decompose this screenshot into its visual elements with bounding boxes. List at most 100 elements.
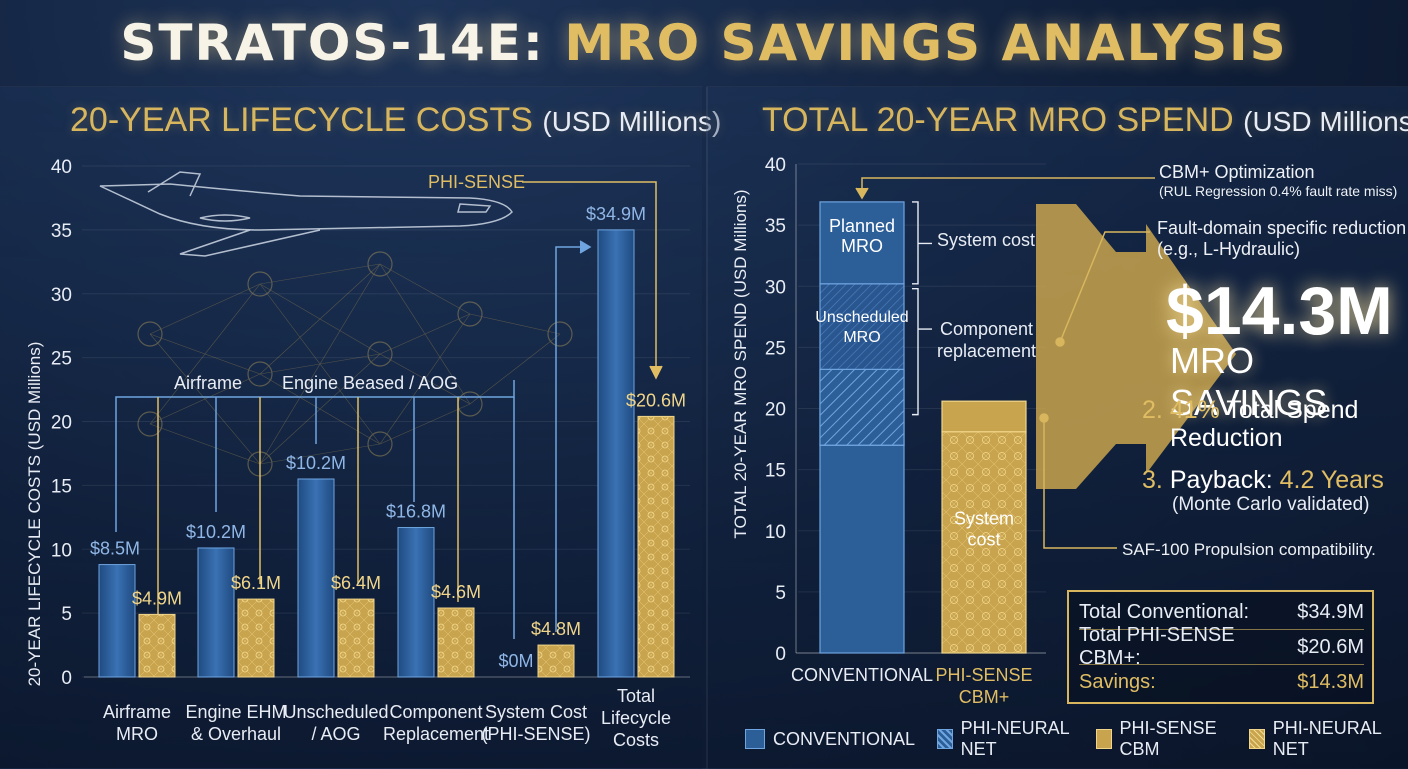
- stat2-number: 2.: [1142, 396, 1163, 424]
- stat2-text2: Reduction: [1170, 424, 1283, 452]
- bar-segment-phi-sense: [941, 431, 1027, 654]
- bar-label-conventional: $34.9M: [586, 204, 646, 224]
- bar-label-conventional: $16.8M: [386, 502, 446, 522]
- jet-icon: [99, 171, 513, 257]
- legend-item-conventional: CONVENTIONAL: [745, 729, 915, 750]
- totals-row-value: $20.6M: [1297, 635, 1364, 658]
- network-edge: [259, 263, 381, 375]
- y-tick-label: 30: [51, 285, 72, 306]
- bar-label-phi-sense: $4.9M: [132, 588, 182, 608]
- savings-label: MRO SAVINGS: [1170, 340, 1328, 423]
- system-cost-annotation: System cost: [937, 230, 1035, 250]
- bar-phi-sense: [637, 415, 675, 678]
- cbm-annotation-line1: CBM+ Optimization: [1159, 162, 1315, 182]
- network-edge: [259, 263, 381, 465]
- phi-sense-annotation: PHI-SENSE: [428, 172, 525, 192]
- segment-label: Planned: [829, 216, 895, 236]
- y-tick-label: 5: [775, 583, 786, 604]
- bar-label-phi-sense: $20.6M: [626, 390, 686, 410]
- legend-swatch: [937, 729, 953, 749]
- stat3-highlight: 4.2 Years: [1279, 466, 1384, 494]
- bar-segment-conventional: [819, 201, 905, 285]
- legend-swatch: [1249, 729, 1265, 749]
- y-tick-label: 10: [51, 540, 72, 561]
- engine-annotation: Engine Beased / AOG: [282, 373, 458, 393]
- network-node: [247, 271, 273, 297]
- legend-swatch: [745, 729, 765, 749]
- bar-segment-hatch: [819, 368, 905, 446]
- legend-label: PHI-SENSE CBM: [1119, 718, 1217, 759]
- stat-spend-reduction: 2. 41% Total Spend Reduction: [1142, 396, 1358, 452]
- mro-spend-chart: 0 5 10 15 20 25 30 35 40 TOTAL 20-YEAR MRO SPEND…: [731, 155, 1236, 707]
- totals-row-label: Total Conventional:: [1079, 600, 1250, 623]
- arrowhead: [579, 240, 592, 254]
- totals-row-value: $14.3M: [1297, 670, 1364, 693]
- totals-table: Total Conventional: $34.9M Total PHI-SEN…: [1067, 590, 1374, 704]
- connector-line: [555, 246, 586, 632]
- network-node: [457, 301, 483, 327]
- network-edge: [379, 353, 471, 405]
- right-title-unit: (USD Millions): [1243, 106, 1408, 137]
- category-label: / AOG: [311, 724, 360, 744]
- y-tick-label: 0: [775, 644, 786, 665]
- network-edge: [149, 373, 261, 425]
- bar-conventional: [397, 527, 435, 678]
- bar-phi-sense: [138, 613, 176, 678]
- network-edge: [379, 313, 471, 445]
- category-label: Engine EHM: [185, 702, 286, 722]
- y-tick-label: 25: [765, 338, 786, 359]
- category-label: PHI-SENSE: [935, 665, 1032, 685]
- y-tick-label: 10: [765, 522, 786, 543]
- network-edge: [379, 263, 471, 405]
- cbm-annotation: CBM+ Optimization (RUL Regression 0.4% f…: [1159, 163, 1397, 201]
- y-tick-label: 25: [51, 349, 72, 370]
- bracket-component: [912, 287, 932, 416]
- component-annotation-line2: replacement: [937, 341, 1036, 361]
- network-edge: [149, 333, 261, 465]
- segment-label: Unscheduled: [815, 309, 908, 326]
- category-label: Component: [389, 702, 482, 722]
- bar-phi-sense: [237, 598, 275, 678]
- category-label: System Cost: [485, 702, 587, 722]
- network-node: [137, 411, 163, 437]
- category-label: Lifecycle: [601, 708, 671, 728]
- left-gridlines: [82, 165, 690, 678]
- component-annotation-line1: Component: [940, 319, 1033, 339]
- network-edge: [469, 333, 561, 405]
- network-edge: [379, 403, 471, 445]
- cbm-annotation-line2: (RUL Regression 0.4% fault rate miss): [1159, 183, 1398, 199]
- airframe-annotation: Airframe: [174, 373, 242, 393]
- left-title-main: 20-YEAR LIFECYCLE COSTS: [70, 101, 533, 139]
- bar-conventional: [297, 478, 335, 678]
- totals-row: Total Conventional: $34.9M: [1079, 595, 1364, 630]
- y-tick-label: 35: [765, 216, 786, 237]
- network-edge: [259, 353, 381, 465]
- category-label: Unscheduled: [283, 702, 388, 722]
- right-title-main: TOTAL 20-YEAR MRO SPEND: [762, 101, 1234, 139]
- bar-segment-phi-sense: [941, 400, 1027, 433]
- bar-label-phi-sense: $6.1M: [231, 573, 281, 593]
- bar-phi-sense: [537, 644, 575, 678]
- segment-label: cost: [967, 530, 1000, 550]
- network-edge: [259, 283, 381, 445]
- title-lead: STRATOS-14E:: [120, 14, 545, 72]
- bar-phi-sense: [337, 598, 375, 678]
- totals-row: Savings: $14.3M: [1079, 665, 1364, 699]
- y-tick-label: 40: [51, 157, 72, 178]
- category-label: CONVENTIONAL: [791, 665, 933, 685]
- y-tick-label: 15: [51, 476, 72, 497]
- bar-label-conventional: $10.2M: [286, 453, 346, 473]
- legend-label: PHI-NEURAL NET: [1272, 718, 1382, 759]
- network-edge: [259, 373, 381, 445]
- legend: CONVENTIONAL PHI-NEURAL NET PHI-SENSE CB…: [745, 718, 1408, 759]
- neural-network-graphic: [137, 251, 573, 477]
- totals-row-label: Savings:: [1079, 670, 1156, 693]
- category-label: Replacement: [383, 724, 489, 744]
- network-edge: [149, 423, 261, 465]
- network-edge: [259, 263, 381, 285]
- savings-arrow-shape: [996, 204, 1236, 489]
- y-tick-label: 5: [61, 604, 72, 625]
- y-tick-label: 35: [51, 221, 72, 242]
- left-panel-title: 20-YEAR LIFECYCLE COSTS (USD Millions): [70, 101, 721, 140]
- y-tick-label: 20: [765, 400, 786, 421]
